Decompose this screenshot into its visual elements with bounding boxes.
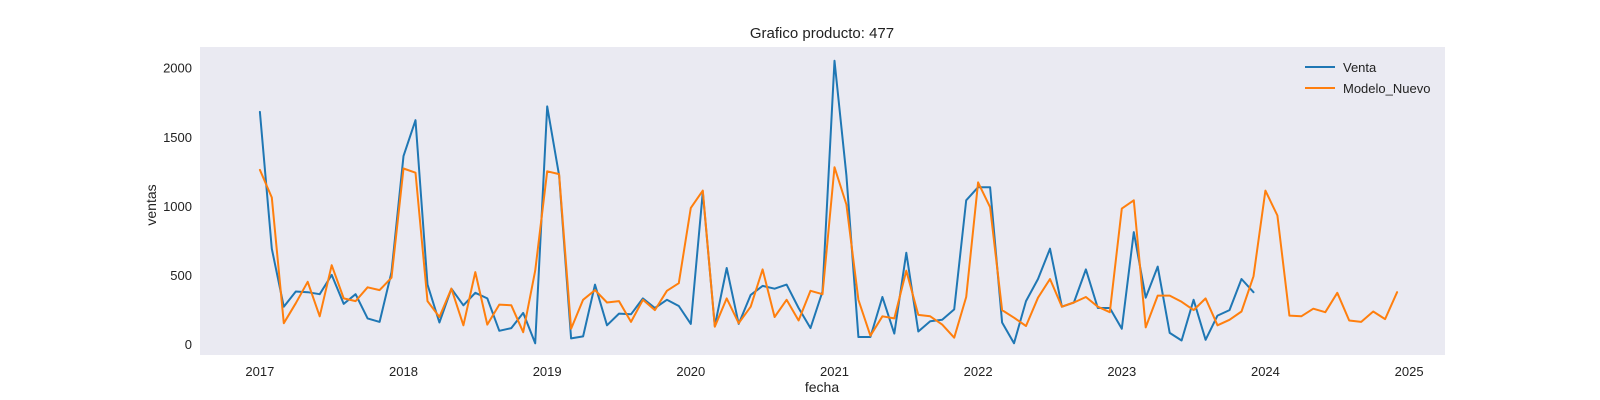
x-tick-label: 2024 [1251, 364, 1280, 379]
x-tick-label: 2023 [1107, 364, 1136, 379]
y-tick-label: 1000 [163, 199, 192, 214]
legend-label: Modelo_Nuevo [1343, 81, 1430, 96]
y-axis: 0 500 1000 1500 2000 [163, 61, 192, 352]
x-tick-label: 2020 [676, 364, 705, 379]
y-tick-label: 0 [185, 337, 192, 352]
x-axis-label: fecha [805, 379, 839, 395]
x-tick-label: 2021 [820, 364, 849, 379]
x-tick-label: 2025 [1395, 364, 1424, 379]
x-tick-label: 2017 [245, 364, 274, 379]
legend: Venta Modelo_Nuevo [1305, 60, 1430, 96]
x-axis: 2017 2018 2019 2020 2021 2022 2023 2024 2025 [245, 364, 1423, 379]
y-tick-label: 2000 [163, 61, 192, 76]
y-tick-label: 500 [170, 268, 192, 283]
chart-title: Grafico producto: 477 [750, 25, 894, 42]
legend-label: Venta [1343, 60, 1377, 75]
series-layer [258, 59, 1399, 345]
x-tick-label: 2019 [533, 364, 562, 379]
series-line-modelo-nuevo [258, 166, 1399, 339]
plot-area [200, 47, 1445, 355]
x-tick-label: 2022 [964, 364, 993, 379]
y-axis-label: ventas [143, 184, 159, 225]
x-tick-label: 2018 [389, 364, 418, 379]
y-tick-label: 1500 [163, 130, 192, 145]
